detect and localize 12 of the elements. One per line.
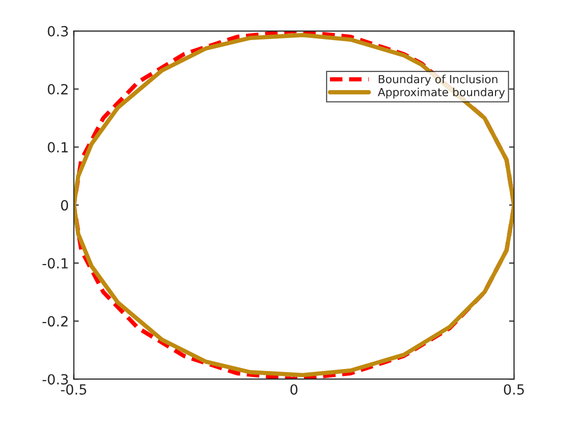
y-tick-label: 0.3	[48, 26, 68, 36]
y-tick-label: 0.2	[48, 84, 68, 95]
x-tick-label: 0.5	[504, 384, 524, 395]
legend-label: Boundary of Inclusion	[378, 74, 498, 86]
legend-label: Approximate boundary	[378, 88, 505, 98]
y-tick-label: 0	[61, 200, 68, 211]
y-tick-label: -0.2	[42, 316, 68, 327]
x-tick-label: -0.5	[60, 384, 86, 395]
y-tick-label: -0.3	[42, 374, 68, 385]
y-tick-label: -0.1	[42, 258, 68, 269]
y-tick-label: 0.1	[48, 142, 68, 153]
x-tick-label: 0	[290, 384, 298, 395]
